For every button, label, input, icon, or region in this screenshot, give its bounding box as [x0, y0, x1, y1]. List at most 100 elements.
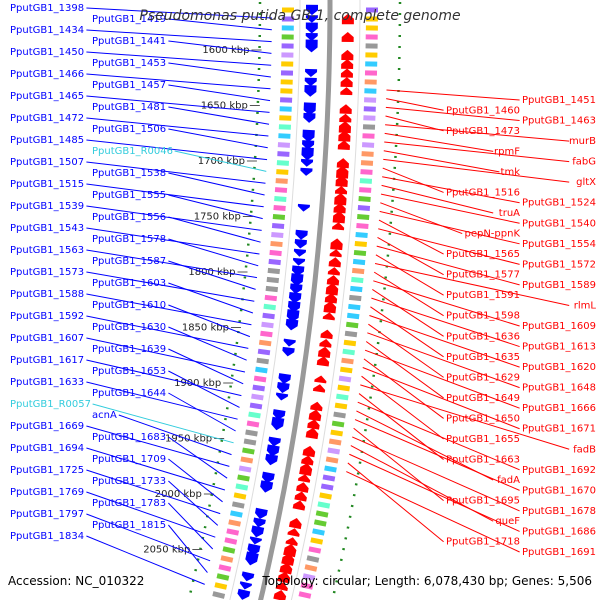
reverse-gene-arrow: [310, 401, 323, 412]
function-class-box: [273, 205, 286, 211]
forward-gene-label: PputGB1_1633: [10, 377, 84, 388]
reverse-gene-label: PputGB1_1591: [446, 290, 520, 301]
leader-line: [118, 414, 232, 456]
function-class-box: [351, 267, 365, 275]
forward-gene-arrow: [300, 167, 313, 176]
function-class-box: [335, 393, 349, 401]
function-class-box: [352, 258, 366, 266]
forward-gene-arrow: [260, 480, 274, 493]
forward-gene-label: PputGB1_1515: [10, 179, 84, 190]
forward-gene-label: PputGB1_1769: [10, 487, 84, 498]
reverse-gene-label: PputGB1_1572: [522, 259, 596, 270]
reverse-gene-arrow: [273, 590, 287, 600]
reverse-gene-label: PputGB1_1670: [522, 485, 596, 496]
function-class-box: [270, 240, 283, 248]
function-class-box: [338, 375, 352, 383]
function-class-box: [365, 16, 378, 22]
function-class-box: [249, 402, 263, 410]
forward-gene-arrow: [294, 238, 307, 249]
leader-line: [168, 238, 259, 267]
function-class-box: [280, 97, 293, 103]
function-class-box: [281, 25, 294, 31]
reverse-gene-arrow: [307, 419, 320, 430]
leader-line: [349, 453, 520, 532]
reverse-gene-label: murB: [569, 136, 596, 147]
function-class-box: [359, 187, 372, 193]
leader-line: [360, 384, 570, 450]
forward-gene-arrow: [277, 382, 290, 394]
function-class-box: [269, 249, 282, 257]
reverse-gene-label: rpmF: [494, 146, 520, 157]
leader-line: [168, 370, 240, 408]
leader-line: [361, 375, 444, 440]
function-class-box: [365, 34, 378, 40]
leader-line: [365, 341, 444, 399]
forward-gene-label: PputGB1_1538: [92, 168, 166, 179]
leader-line: [86, 249, 258, 279]
forward-gene-label: PputGB1_1669: [10, 421, 84, 432]
function-class-box: [261, 321, 274, 329]
forward-gene-label: PputGB1_1466: [10, 69, 84, 80]
reverse-gene-label: PputGB1_1565: [446, 249, 520, 260]
function-class-box: [354, 240, 368, 248]
function-class-box: [264, 294, 278, 302]
reverse-gene-label: PputGB1_1629: [446, 372, 520, 383]
reverse-gene-arrow: [279, 562, 293, 575]
reverse-gene-label: PputGB1_1666: [522, 403, 596, 414]
forward-gene-arrow: [286, 309, 300, 323]
reverse-gene-label: PputGB1_1609: [522, 321, 596, 332]
forward-gene-label: PputGB1_1592: [10, 311, 84, 322]
function-class-box: [277, 142, 291, 148]
function-class-box: [256, 357, 269, 365]
function-class-box: [359, 178, 373, 184]
leader-line: [168, 326, 247, 361]
reverse-gene-arrow: [338, 121, 352, 134]
forward-gene-arrow: [300, 158, 314, 167]
leader-line: [386, 89, 520, 101]
function-class-box: [343, 339, 357, 347]
function-class-box: [278, 124, 292, 130]
reverse-gene-arrow: [296, 482, 309, 493]
leader-line: [86, 293, 252, 326]
forward-gene-label: PputGB1_1587: [92, 256, 166, 267]
function-class-box: [348, 303, 361, 311]
function-class-box: [231, 501, 245, 509]
forward-gene-arrow: [302, 129, 315, 143]
forward-gene-label: acnA: [92, 410, 117, 421]
forward-gene-label: PputGB1_1472: [10, 113, 84, 124]
function-class-box: [351, 276, 364, 284]
reverse-gene-arrow: [333, 203, 346, 214]
leader-line: [376, 245, 520, 286]
function-class-box: [271, 222, 285, 230]
leader-line: [377, 237, 444, 276]
forward-gene-label: PputGB1_R0057: [10, 399, 91, 410]
scale-tick-label: 1850 kbp: [182, 323, 229, 334]
leader-line: [86, 315, 249, 349]
reverse-gene-arrow: [326, 275, 340, 286]
reverse-gene-label: PputGB1_1686: [522, 526, 596, 537]
function-class-box: [271, 231, 284, 239]
function-class-box: [349, 294, 362, 302]
leader-line: [384, 132, 494, 152]
forward-gene-label: PputGB1_1450: [10, 47, 84, 58]
reverse-gene-label: PputGB1_1554: [522, 239, 596, 250]
reverse-gene-label: PputGB1_1463: [522, 116, 596, 127]
leader-line: [86, 425, 230, 467]
reverse-gene-arrow: [324, 293, 338, 304]
reverse-gene-label: PputGB1_1692: [522, 465, 596, 476]
function-class-box: [216, 573, 230, 581]
leader-line: [174, 150, 267, 172]
reverse-gene-arrow: [332, 222, 345, 231]
reverse-gene-arrow: [327, 267, 340, 276]
leader-line: [369, 315, 520, 368]
leader-line: [86, 51, 272, 66]
reverse-gene-arrow: [283, 544, 297, 558]
forward-gene-arrow: [295, 229, 308, 240]
function-class-box: [230, 510, 243, 518]
reverse-gene-arrow: [297, 474, 311, 483]
forward-gene-label: PputGB1_1507: [10, 157, 84, 168]
reverse-gene-arrow: [325, 283, 339, 296]
function-class-box: [322, 474, 336, 482]
forward-gene-arrow: [282, 346, 295, 357]
leader-line: [364, 349, 520, 409]
